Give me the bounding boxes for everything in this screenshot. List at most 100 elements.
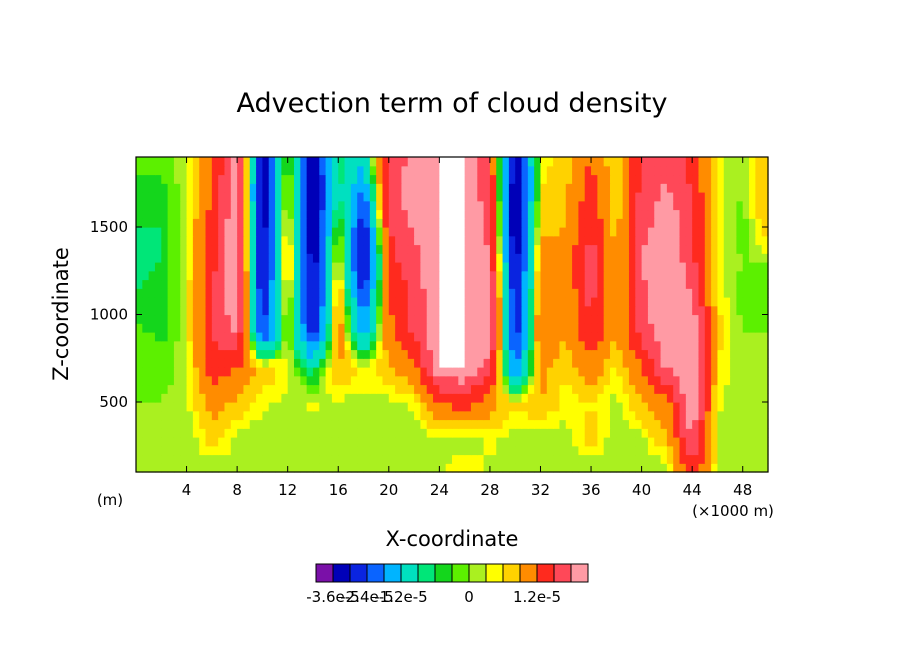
heatmap-cell: [515, 262, 523, 272]
heatmap-cell: [148, 174, 156, 184]
heatmap-cell: [312, 270, 320, 281]
colorbar-swatch: [502, 563, 521, 583]
heatmap-cell: [660, 253, 668, 263]
heatmap-cell: [654, 463, 662, 473]
heatmap-cell: [401, 314, 409, 324]
heatmap-cell: [755, 463, 763, 473]
heatmap-cell: [679, 244, 687, 254]
heatmap-cell: [376, 402, 384, 412]
heatmap-cell: [496, 332, 504, 342]
heatmap-cell: [572, 358, 579, 368]
heatmap-cell: [218, 253, 226, 263]
heatmap-cell: [388, 235, 396, 246]
heatmap-cell: [761, 349, 769, 359]
heatmap-cell: [161, 297, 169, 307]
heatmap-cell: [376, 463, 384, 473]
heatmap-cell: [622, 367, 630, 377]
heatmap-cell: [704, 367, 712, 377]
heatmap-cell: [521, 218, 529, 228]
heatmap-cell: [262, 270, 270, 281]
heatmap-cell: [723, 340, 731, 351]
heatmap-cell: [407, 235, 415, 246]
heatmap-cell: [749, 183, 756, 193]
heatmap-cell: [445, 192, 453, 202]
heatmap-cell: [616, 419, 624, 429]
heatmap-cell: [249, 165, 257, 176]
heatmap-cell: [281, 279, 289, 289]
heatmap-cell: [647, 375, 655, 386]
heatmap-cell: [616, 200, 624, 211]
heatmap-cell: [344, 200, 352, 211]
heatmap-cell: [742, 174, 750, 184]
heatmap-cell: [622, 402, 630, 412]
heatmap-cell: [262, 454, 270, 464]
heatmap-cell: [331, 227, 339, 237]
heatmap-cell: [369, 279, 377, 289]
heatmap-cell: [325, 445, 333, 456]
heatmap-cell: [660, 402, 668, 412]
heatmap-cell: [300, 454, 308, 464]
heatmap-cell: [268, 437, 276, 447]
heatmap-cell: [483, 367, 491, 377]
heatmap-cell: [628, 174, 636, 184]
heatmap-cell: [508, 367, 516, 377]
heatmap-cell: [483, 393, 491, 403]
heatmap-cell: [192, 358, 200, 368]
heatmap-cell: [553, 419, 561, 429]
heatmap-cell: [761, 393, 769, 403]
heatmap-cell: [338, 227, 346, 237]
heatmap-cell: [344, 279, 352, 289]
heatmap-cell: [534, 218, 542, 228]
heatmap-cell: [698, 305, 706, 316]
heatmap-cell: [306, 279, 314, 289]
heatmap-cell: [685, 270, 693, 281]
heatmap-cell: [540, 262, 548, 272]
heatmap-cell: [464, 428, 472, 438]
heatmap-cell: [527, 349, 535, 359]
heatmap-cell: [369, 358, 377, 368]
heatmap-cell: [268, 314, 276, 324]
heatmap-cell: [742, 270, 750, 281]
heatmap-cell: [281, 384, 289, 394]
heatmap-cell: [679, 463, 687, 473]
heatmap-cell: [527, 270, 535, 281]
heatmap-cell: [742, 340, 750, 351]
heatmap-cell: [439, 402, 447, 412]
heatmap-cell: [464, 463, 472, 473]
heatmap-cell: [306, 297, 314, 307]
heatmap-cell: [502, 437, 510, 447]
heatmap-cell: [717, 244, 725, 254]
heatmap-cell: [521, 402, 529, 412]
heatmap-cell: [224, 402, 232, 412]
heatmap-cell: [205, 200, 213, 211]
heatmap-cell: [730, 419, 737, 429]
heatmap-cell: [300, 419, 308, 429]
heatmap-cell: [173, 253, 181, 263]
heatmap-cell: [673, 183, 681, 193]
heatmap-cell: [477, 358, 485, 368]
heatmap-cell: [136, 218, 143, 228]
heatmap-cell: [249, 288, 257, 298]
heatmap-cell: [319, 323, 327, 333]
heatmap-cell: [173, 314, 181, 324]
heatmap-cell: [338, 270, 346, 281]
heatmap-cell: [622, 183, 630, 193]
heatmap-cell: [426, 157, 434, 167]
heatmap-cell: [502, 218, 510, 228]
heatmap-cell: [603, 367, 611, 377]
heatmap-cell: [704, 314, 712, 324]
heatmap-cell: [692, 428, 700, 438]
heatmap-cell: [628, 340, 636, 351]
heatmap-cell: [610, 183, 617, 193]
heatmap-cell: [591, 314, 598, 324]
heatmap-cell: [287, 297, 295, 307]
heatmap-cell: [237, 393, 245, 403]
heatmap-cell: [262, 437, 270, 447]
heatmap-cell: [344, 437, 352, 447]
heatmap-cell: [578, 419, 586, 429]
heatmap-cell: [407, 270, 415, 281]
heatmap-cell: [559, 402, 567, 412]
heatmap-cell: [502, 305, 510, 316]
heatmap-cell: [331, 402, 339, 412]
x-tick-label: 32: [531, 481, 550, 499]
